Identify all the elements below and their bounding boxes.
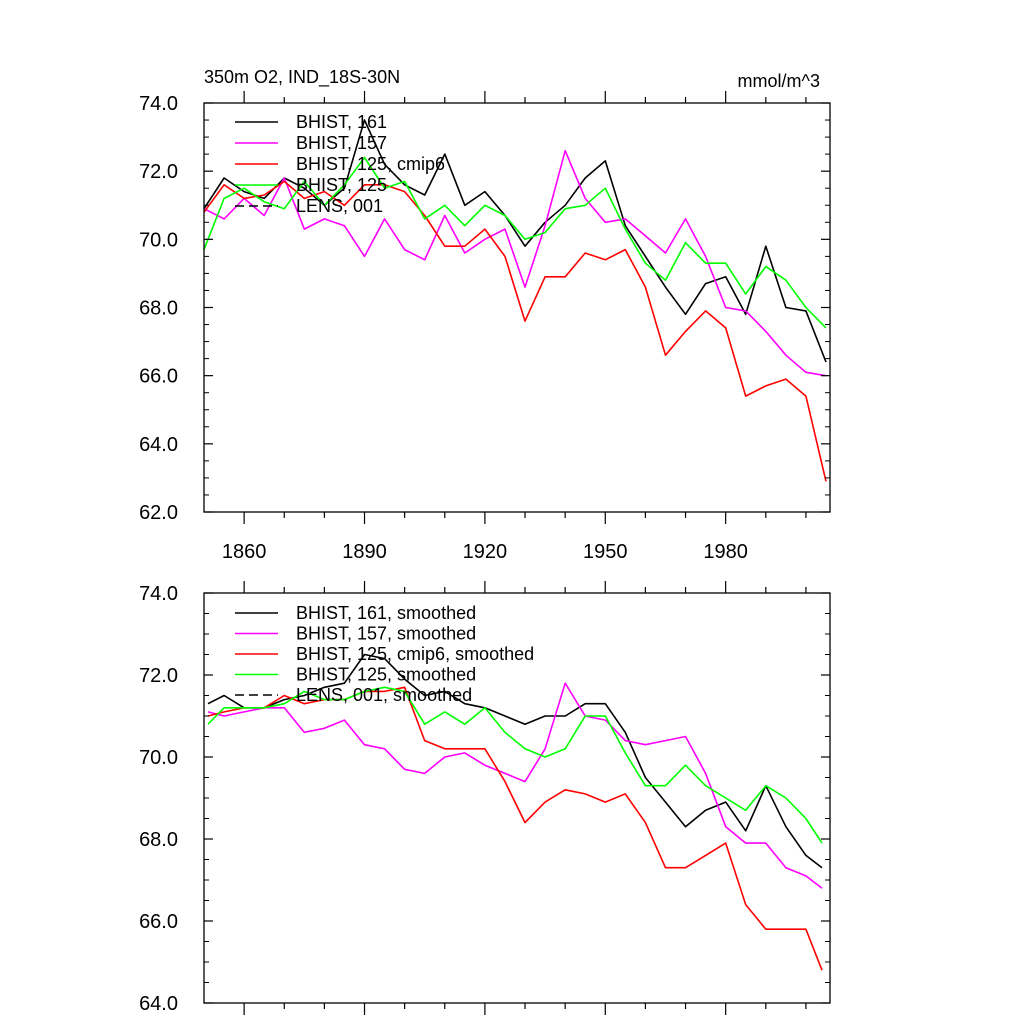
series-line-bottom-2 [207, 686, 823, 971]
x-tick-label: 1980 [703, 541, 748, 563]
bottom-axes: 64.0 66.0 68.0 70.0 72.0 74.0 [139, 581, 831, 1015]
series-line-top-1 [203, 149, 827, 377]
y-tick-label: 66.0 [139, 911, 178, 933]
x-tick-label: 1860 [222, 541, 267, 563]
legend-label: BHIST, 125, cmip6 [296, 154, 445, 174]
y-tick-label: 72.0 [139, 665, 178, 687]
units-label: mmol/m^3 [738, 71, 820, 91]
y-tick-label: 66.0 [139, 366, 178, 388]
bottom-panel: 64.0 66.0 68.0 70.0 72.0 74.0 BHIST, 161, smo… [139, 581, 831, 1015]
y-tick-label: 68.0 [139, 298, 178, 320]
top-axes: 62.0 64.0 66.0 68.0 70.0 72.0 74.0 1860 1890 1920… [139, 91, 831, 563]
chart-title: 350m O2, IND_18S-30N [204, 67, 400, 88]
series-line-top-3 [203, 156, 827, 329]
legend-label: BHIST, 161, smoothed [296, 603, 476, 623]
y-tick-label: 70.0 [139, 747, 178, 769]
y-tick-label: 64.0 [139, 434, 178, 456]
series-line-top-2 [203, 180, 827, 482]
series-line-top-0 [203, 119, 827, 363]
y-tick-label: 74.0 [139, 583, 178, 605]
y-tick-label: 74.0 [139, 93, 178, 115]
x-tick-label: 1950 [583, 541, 628, 563]
bottom-series-group [207, 653, 823, 971]
legend-label: LENS, 001 [296, 196, 383, 216]
series-line-bottom-1 [207, 682, 823, 889]
legend-label: BHIST, 161 [296, 112, 387, 132]
x-tick-label: 1920 [463, 541, 508, 563]
y-tick-label: 68.0 [139, 829, 178, 851]
top-series-group [203, 119, 827, 482]
legend-label: BHIST, 125 [296, 175, 387, 195]
legend-label: LENS, 001, smoothed [296, 685, 472, 705]
y-tick-label: 72.0 [139, 161, 178, 183]
x-tick-label: 1890 [342, 541, 387, 563]
legend-label: BHIST, 157 [296, 133, 387, 153]
y-tick-label: 64.0 [139, 993, 178, 1015]
top-panel: 350m O2, IND_18S-30N mmol/m^3 62.0 64.0 66… [139, 67, 831, 563]
series-line-bottom-0 [207, 653, 823, 869]
y-tick-label: 62.0 [139, 502, 178, 524]
legend-label: BHIST, 125, smoothed [296, 665, 476, 685]
series-line-bottom-3 [207, 686, 823, 844]
legend-label: BHIST, 125, cmip6, smoothed [296, 644, 534, 664]
legend-label: BHIST, 157, smoothed [296, 624, 476, 644]
y-tick-label: 70.0 [139, 229, 178, 251]
